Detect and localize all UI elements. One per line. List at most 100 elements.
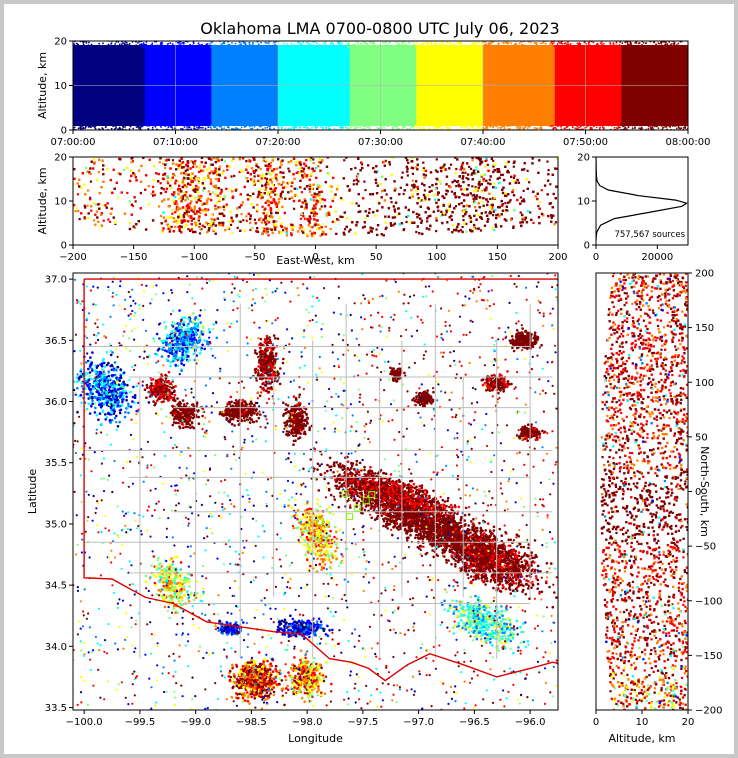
time-altitude-source-point: [280, 127, 283, 129]
time-altitude-source-point: [635, 123, 638, 126]
eastwest-source-point: [83, 204, 86, 207]
eastwest-source-point: [540, 189, 543, 192]
time-altitude-source-point: [495, 125, 498, 128]
eastwest-source-point: [97, 203, 101, 206]
time-altitude-source-point: [672, 42, 675, 45]
eastwest-source-point: [158, 161, 161, 164]
time-altitude-source-point: [188, 126, 191, 128]
eastwest-source-point: [257, 166, 260, 169]
time-altitude-source-point: [129, 125, 132, 128]
eastwest-source-point: [265, 180, 269, 183]
eastwest-source-point: [319, 224, 322, 227]
eastwest-source-point: [107, 218, 110, 221]
eastwest-source-point: [181, 170, 184, 174]
time-altitude-source-point: [296, 45, 299, 48]
time-altitude-source-point: [166, 44, 169, 47]
eastwest-source-point: [246, 180, 249, 183]
eastwest-source-point: [157, 205, 161, 208]
time-altitude-source-point: [565, 126, 568, 129]
time-altitude-x-tick-label: 07:50:00: [563, 137, 608, 148]
eastwest-source-point: [303, 198, 306, 201]
eastwest-source-point: [197, 181, 201, 185]
eastwest-source-point: [462, 175, 465, 178]
eastwest-source-point: [285, 232, 288, 235]
time-altitude-source-point: [151, 42, 154, 45]
time-altitude-source-point: [237, 45, 240, 48]
eastwest-source-point: [310, 226, 313, 229]
eastwest-source-point: [352, 179, 356, 182]
eastwest-source-point: [385, 193, 388, 196]
eastwest-source-point: [472, 197, 475, 200]
time-altitude-x-tick-label: 08:00:00: [666, 137, 711, 148]
eastwest-source-point: [553, 223, 556, 226]
time-altitude-source-point: [617, 125, 620, 128]
eastwest-source-point: [552, 192, 555, 196]
eastwest-source-point: [261, 184, 264, 187]
time-altitude-source-point: [540, 46, 543, 49]
eastwest-source-point: [230, 175, 233, 178]
eastwest-source-point: [275, 177, 278, 180]
time-altitude-source-point: [119, 45, 122, 48]
time-altitude-source-point: [250, 45, 253, 47]
eastwest-source-point: [482, 204, 485, 207]
time-altitude-source-point: [234, 45, 237, 48]
time-altitude-source-point: [396, 124, 399, 127]
time-altitude-source-point: [192, 41, 195, 43]
time-altitude-source-point: [459, 43, 462, 46]
eastwest-source-point: [236, 207, 239, 210]
time-altitude-source-point: [483, 46, 486, 49]
time-altitude-source-point: [484, 41, 487, 43]
eastwest-source-point: [195, 165, 198, 168]
eastwest-source-point: [190, 209, 193, 212]
eastwest-source-point: [171, 212, 174, 215]
time-altitude-source-point: [448, 41, 450, 44]
eastwest-source-point: [203, 225, 206, 229]
time-altitude-source-point: [264, 127, 267, 129]
time-altitude-source-point: [387, 42, 389, 45]
eastwest-source-point: [374, 181, 378, 184]
time-altitude-source-point: [240, 126, 243, 129]
eastwest-source-point: [486, 182, 490, 185]
time-altitude-source-point: [424, 123, 427, 126]
time-altitude-source-point: [631, 127, 634, 130]
time-altitude-source-point: [455, 44, 457, 47]
eastwest-source-point: [473, 214, 476, 218]
eastwest-source-point: [474, 185, 477, 189]
time-altitude-source-point: [293, 45, 296, 48]
time-altitude-source-point: [240, 43, 243, 46]
eastwest-source-point: [285, 227, 288, 230]
eastwest-source-point: [485, 198, 488, 201]
eastwest-source-point: [128, 200, 131, 203]
time-altitude-source-point: [555, 127, 557, 129]
eastwest-source-point: [189, 183, 192, 186]
time-altitude-source-point: [269, 127, 271, 130]
time-altitude-source-point: [569, 44, 571, 47]
eastwest-source-point: [285, 234, 289, 237]
eastwest-source-point: [200, 228, 203, 231]
eastwest-source-point: [131, 204, 135, 208]
eastwest-source-point: [349, 228, 352, 231]
time-altitude-source-point: [653, 41, 656, 44]
eastwest-source-point: [481, 173, 484, 177]
time-altitude-source-point: [563, 44, 566, 47]
time-altitude-source-point: [309, 44, 312, 46]
time-altitude-source-point: [501, 125, 504, 128]
time-altitude-source-point: [556, 45, 559, 47]
eastwest-source-point: [456, 158, 459, 161]
eastwest-source-point: [415, 230, 418, 234]
time-altitude-source-point: [227, 44, 230, 46]
eastwest-source-point: [311, 167, 315, 170]
eastwest-source-point: [201, 182, 204, 185]
eastwest-source-point: [433, 198, 437, 201]
eastwest-source-point: [547, 173, 550, 176]
time-altitude-source-point: [320, 126, 323, 128]
time-altitude-source-point: [127, 44, 130, 47]
time-altitude-source-point: [207, 44, 210, 47]
eastwest-source-point: [214, 171, 217, 174]
eastwest-source-point: [465, 222, 468, 225]
eastwest-source-point: [94, 213, 97, 216]
time-altitude-source-point: [200, 126, 203, 129]
eastwest-source-point: [424, 174, 427, 177]
time-altitude-source-point: [540, 42, 542, 45]
time-altitude-source-point: [223, 42, 226, 45]
